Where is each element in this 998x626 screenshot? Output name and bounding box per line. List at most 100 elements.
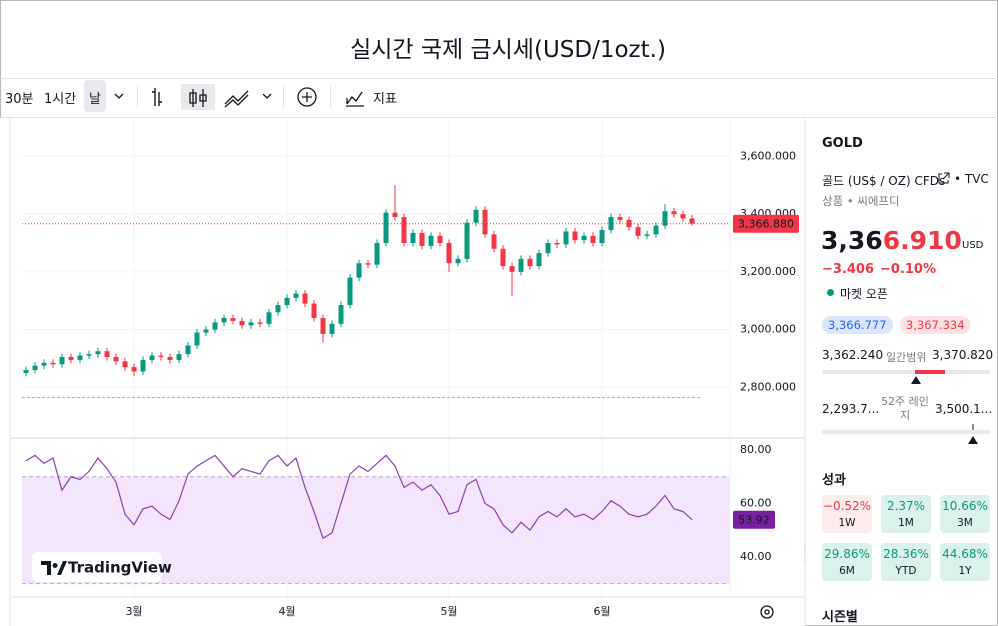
candle-body <box>257 322 263 324</box>
year-range-label: 52주 레인지 <box>881 395 929 422</box>
performance-tile[interactable]: 10.66% 3M <box>940 495 990 533</box>
candle-body <box>590 235 596 244</box>
candle-body <box>572 231 578 241</box>
candle-body <box>329 323 335 334</box>
performance-period: YTD <box>895 565 917 577</box>
performance-value: 29.86% <box>824 547 870 561</box>
rsi-line <box>25 454 693 540</box>
active-interval-bg <box>84 80 106 112</box>
candle-body <box>302 293 308 304</box>
candle-body <box>554 243 560 245</box>
candle-body <box>347 277 353 306</box>
rsi-tick-label: 60.00 <box>740 496 772 509</box>
last-price-label: 3,366.880 <box>738 218 794 231</box>
candle-body <box>23 370 29 373</box>
toolbar-icons-2[interactable] <box>290 84 370 110</box>
interval-button[interactable]: 30분 <box>5 92 34 107</box>
day-range-low: 3,362.240 <box>822 348 884 362</box>
source: • TVC <box>954 172 989 186</box>
candle-body <box>131 367 137 372</box>
candle-body <box>473 209 479 223</box>
y-tick-label: 3,200.000 <box>740 265 796 278</box>
external-link-icon[interactable] <box>938 172 950 184</box>
symbol: GOLD <box>822 136 863 151</box>
candle-body <box>644 234 650 236</box>
candle-body <box>455 258 461 264</box>
candle-body <box>248 322 254 326</box>
performance-value: 44.68% <box>942 547 988 561</box>
y-tick-label: 2,800.000 <box>740 380 796 393</box>
seasonals-title: 시즌별 <box>822 610 858 625</box>
year-range-low: 2,293.7... <box>822 402 880 416</box>
performance-title: 성과 <box>822 473 846 488</box>
x-tick-label: 3월 <box>125 605 142 618</box>
chart: TradingView 3월 4월 5월 6월 2,800.000 3,000.000 3,… <box>9 118 806 626</box>
performance-tile[interactable]: 44.68% 1Y <box>940 543 990 581</box>
performance-tile[interactable]: −0.52% 1W <box>822 495 872 533</box>
x-tick-label: 6월 <box>593 605 610 618</box>
currency: USD <box>962 240 984 251</box>
year-range-bar <box>822 430 990 434</box>
price-unchanged: 3,36 <box>821 226 883 255</box>
divider <box>0 117 998 118</box>
ask: 3,367.334 <box>900 316 971 334</box>
rsi-tick-label: 80.00 <box>740 443 772 456</box>
candle-body <box>464 222 470 259</box>
price: 3,366.910 <box>821 226 962 255</box>
performance-value: 10.66% <box>942 499 988 513</box>
candle-body <box>581 235 587 241</box>
performance-tile[interactable]: 2.37% 1M <box>881 495 931 533</box>
candle-body <box>419 232 425 246</box>
performance-tile[interactable]: 28.36% YTD <box>881 543 931 581</box>
performance-tile[interactable]: 29.86% 6M <box>822 543 872 581</box>
candle-body <box>320 318 326 334</box>
candle-body <box>653 225 659 235</box>
candle-body <box>356 263 362 278</box>
interval-button[interactable]: 1시간 <box>44 92 77 107</box>
candle-body <box>203 329 209 333</box>
indicators-button[interactable]: 지표 <box>373 92 397 107</box>
candle-body <box>383 212 389 244</box>
rsi-tick-label: 40.00 <box>740 550 772 563</box>
x-tick-label: 4월 <box>278 605 295 618</box>
candle-body <box>509 266 515 272</box>
candle-body <box>221 318 227 323</box>
candle-body <box>410 232 416 244</box>
performance-period: 1M <box>898 517 914 529</box>
candle-body <box>446 243 452 264</box>
candle-body <box>86 354 92 356</box>
candle-body <box>563 231 569 245</box>
last-price-box <box>733 214 799 233</box>
candle-body <box>491 234 497 249</box>
candle-body <box>338 305 344 324</box>
candle-body <box>167 357 173 360</box>
year-range-marker <box>968 424 978 444</box>
performance-value: −0.52% <box>822 499 872 513</box>
candle-body <box>545 243 551 254</box>
day-range-label: 일간범위 <box>886 351 927 364</box>
watermark: TradingView <box>68 559 172 577</box>
day-range-high: 3,370.820 <box>932 348 994 362</box>
market-status: 마켓 오픈 <box>840 287 888 301</box>
candle-body <box>50 362 56 365</box>
toolbar-icons[interactable] <box>113 84 303 110</box>
category: 상품 • 씨에프디 <box>822 194 900 208</box>
status-dot <box>827 289 834 296</box>
candle-body <box>311 303 317 319</box>
interval-button[interactable]: 날 <box>89 92 101 107</box>
change-percent: −0.10% <box>880 262 936 277</box>
y-tick-label: 3,600.000 <box>740 149 796 162</box>
description[interactable]: 골드 (US$ / OZ) CFDs <box>822 174 946 188</box>
performance-period: 6M <box>839 565 855 577</box>
day-range-bar <box>822 370 990 374</box>
candle-body <box>527 258 533 267</box>
candle-body <box>176 354 182 360</box>
performance-value: 2.37% <box>886 499 926 513</box>
candle-body <box>95 351 101 355</box>
candle-body <box>113 357 119 362</box>
candle-body <box>68 357 74 360</box>
candle-body <box>149 355 155 360</box>
year-range-high: 3,500.1... <box>935 402 993 416</box>
change: −3.406 <box>822 262 875 277</box>
x-tick-label: 5월 <box>440 605 457 618</box>
